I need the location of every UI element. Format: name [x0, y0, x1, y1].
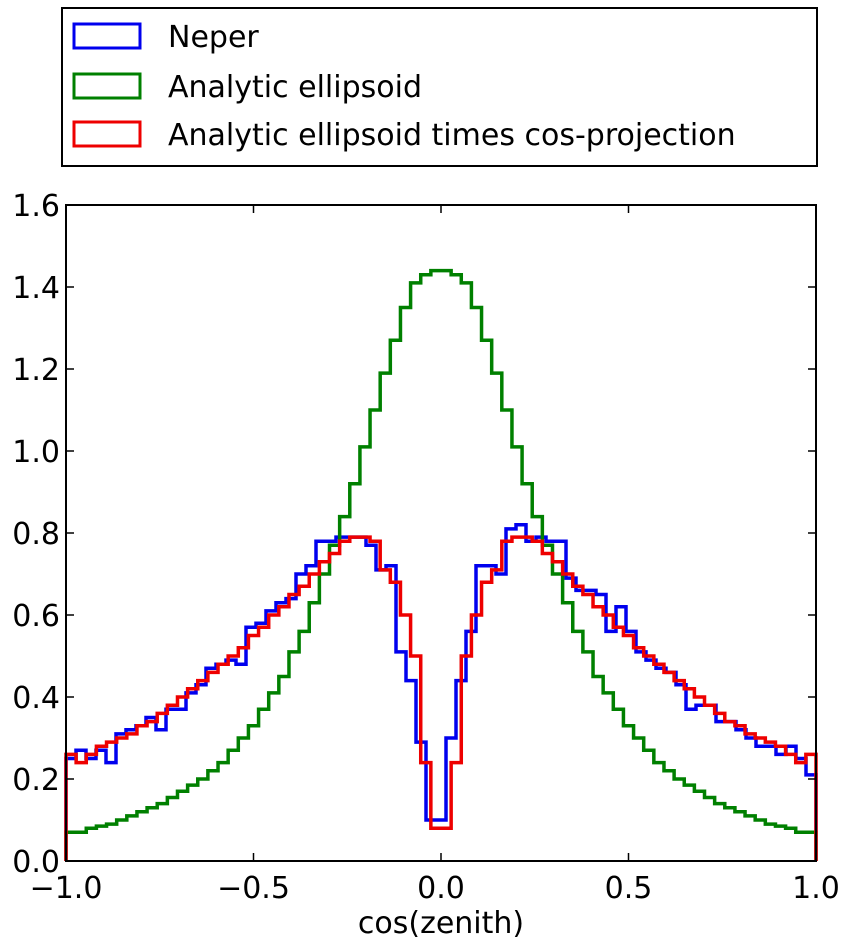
y-tick-label: 1.4: [12, 271, 60, 306]
x-axis-title: cos(zenith): [358, 906, 524, 941]
y-tick-label: 0.2: [12, 763, 60, 798]
legend-label-neper: Neper: [168, 20, 259, 55]
plot-area: −1.0 −0.5 0.0 0.5 1.0 0.0 0.2 0.4 0.6 0.8 1.0 1.2 1.…: [12, 189, 840, 906]
legend-entry-neper: Neper: [72, 20, 259, 55]
y-tick-label: 0.8: [12, 517, 60, 552]
y-tick-label: 1.6: [12, 189, 60, 224]
y-tick-label: 0.4: [12, 681, 60, 716]
series-line-analytic-ellipsoid-times-cos-projection: [64, 535, 818, 861]
x-tick-label: 0.5: [605, 871, 653, 906]
legend-swatch-neper: [72, 22, 142, 50]
y-tick-label: 0.6: [12, 599, 60, 634]
legend-label-cos-projection: Analytic ellipsoid times cos-projection: [168, 118, 736, 153]
series-layer: [64, 268, 818, 861]
series-line-neper: [64, 523, 818, 861]
x-tick-label: 0.0: [417, 871, 465, 906]
legend-frame: [61, 7, 818, 167]
y-tick-label: 1.0: [12, 435, 60, 470]
legend-entry-analytic-ellipsoid: Analytic ellipsoid: [72, 70, 422, 105]
y-tick-label: 1.2: [12, 353, 60, 388]
legend-label-analytic-ellipsoid: Analytic ellipsoid: [168, 70, 422, 105]
series-line-analytic-ellipsoid: [64, 268, 818, 861]
y-tick-label: 0.0: [12, 845, 60, 880]
legend-swatch-analytic-ellipsoid: [72, 72, 142, 100]
x-tick-label: −0.5: [217, 871, 290, 906]
x-tick-label: 1.0: [792, 871, 840, 906]
x-tick-label: −1.0: [30, 871, 103, 906]
plot-frame: [65, 204, 817, 862]
legend-swatch-cos-projection: [72, 120, 142, 148]
legend-entry-cos-projection: Analytic ellipsoid times cos-projection: [72, 118, 736, 153]
ticks-layer: −1.0 −0.5 0.0 0.5 1.0 0.0 0.2 0.4 0.6 0.8 1.0 1.2 1.…: [12, 189, 840, 906]
legend: Neper Analytic ellipsoid Analytic ellips…: [61, 7, 818, 167]
